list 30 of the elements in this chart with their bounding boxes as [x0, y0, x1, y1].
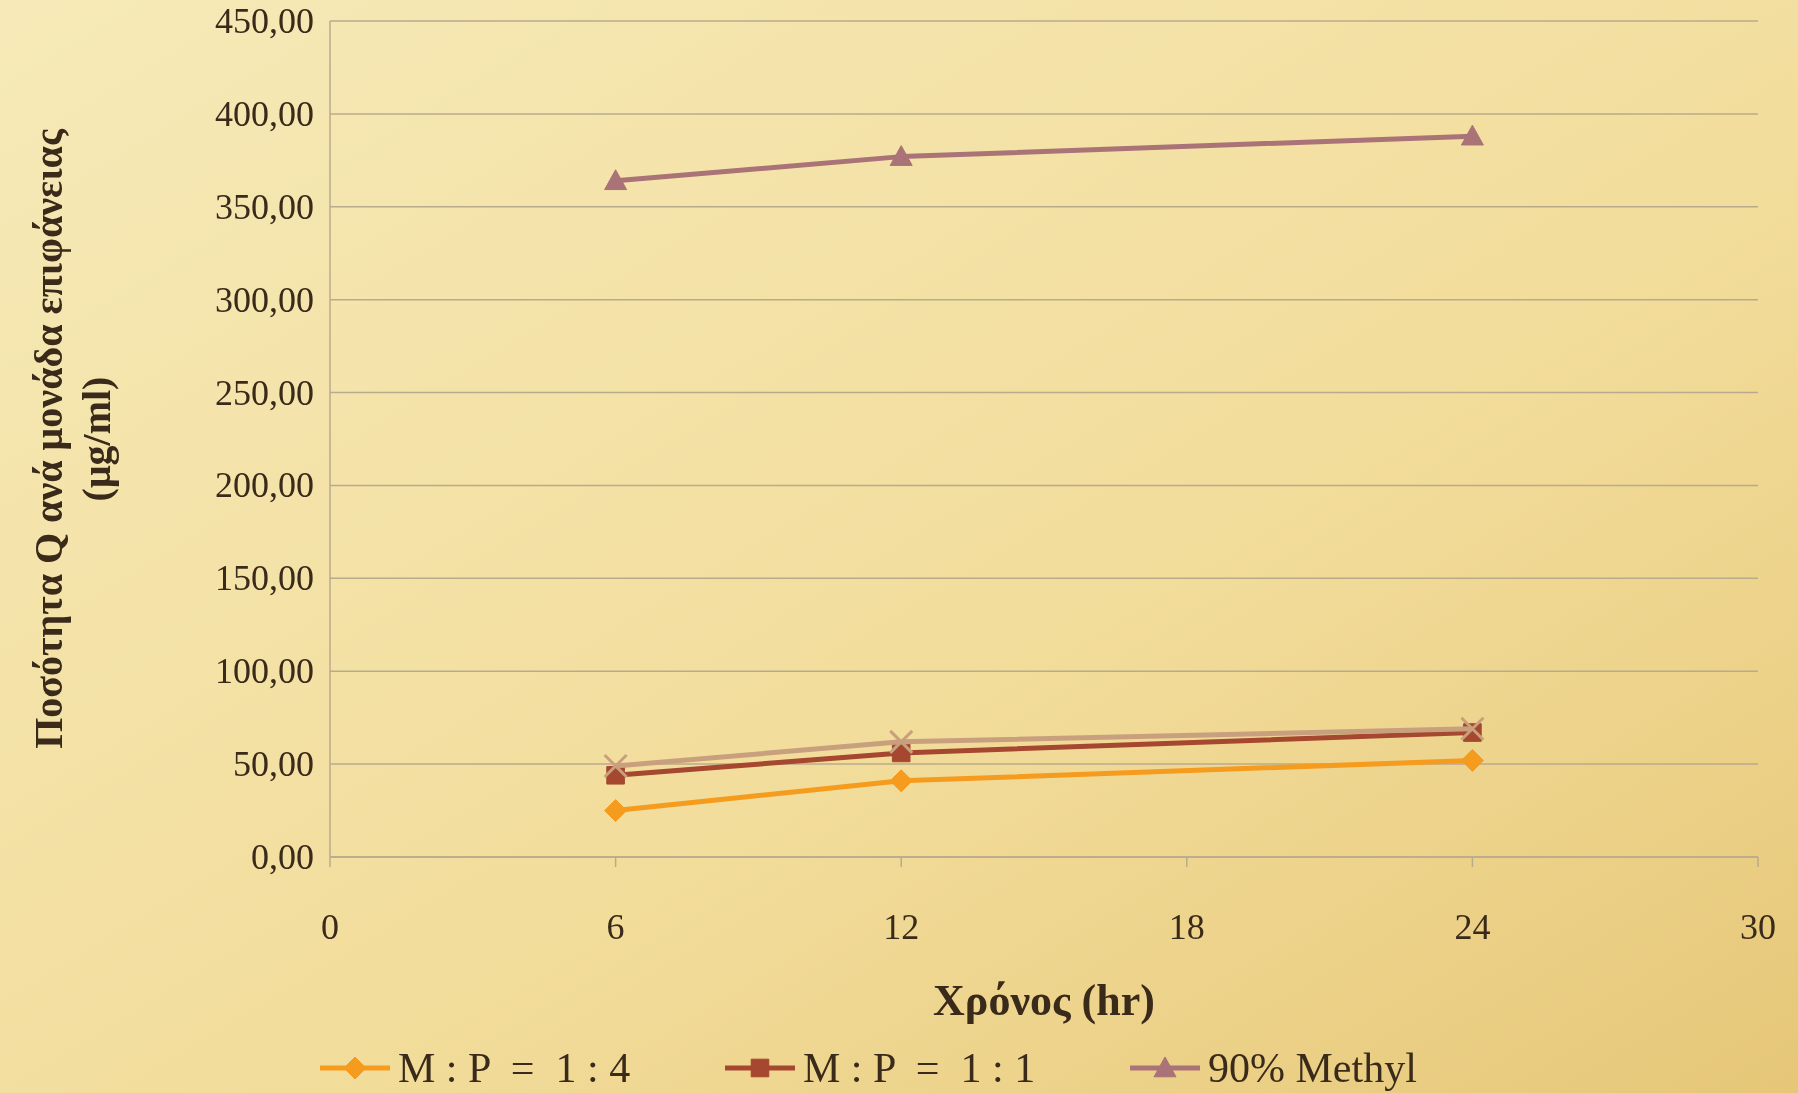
x-tick-label: 24	[1454, 907, 1491, 947]
y-tick-label: 50,00	[233, 744, 314, 785]
y-tick-label: 350,00	[215, 186, 314, 227]
point	[603, 753, 629, 779]
x-tick-label: 0	[321, 907, 339, 947]
legend-label: M : P = 1 : 4	[398, 1045, 631, 1091]
y-tick-label: 150,00	[215, 558, 314, 599]
x-tick-label: 18	[1168, 907, 1205, 947]
point	[604, 169, 628, 191]
y-tick-label: 400,00	[215, 93, 314, 134]
x-tick-label: 6	[606, 907, 625, 947]
point	[888, 729, 914, 755]
x-tick-label: 30	[1740, 907, 1776, 947]
legend-label: 90% Methyl	[1208, 1045, 1417, 1091]
y-tick-label: 250,00	[215, 372, 314, 413]
y-tick-label: 200,00	[215, 465, 314, 506]
point	[889, 145, 913, 166]
point	[1460, 748, 1484, 772]
point	[889, 769, 913, 793]
x-axis-title: Χρόνος (hr)	[933, 976, 1155, 1025]
point	[1460, 124, 1484, 146]
y-tick-label: 300,00	[215, 279, 314, 320]
y-tick-label: 450,00	[215, 1, 314, 41]
point	[604, 799, 628, 823]
y-tick-label: 0,00	[251, 837, 314, 877]
legend-label: M : P = 1 : 1	[803, 1045, 1036, 1091]
point	[1459, 716, 1485, 742]
x-tick-label: 12	[883, 907, 920, 947]
y-axis-title: Ποσότητα Q ανά μονάδα επιφάνειας (μg/ml)	[26, 128, 119, 749]
y-tick-label: 100,00	[215, 651, 314, 692]
